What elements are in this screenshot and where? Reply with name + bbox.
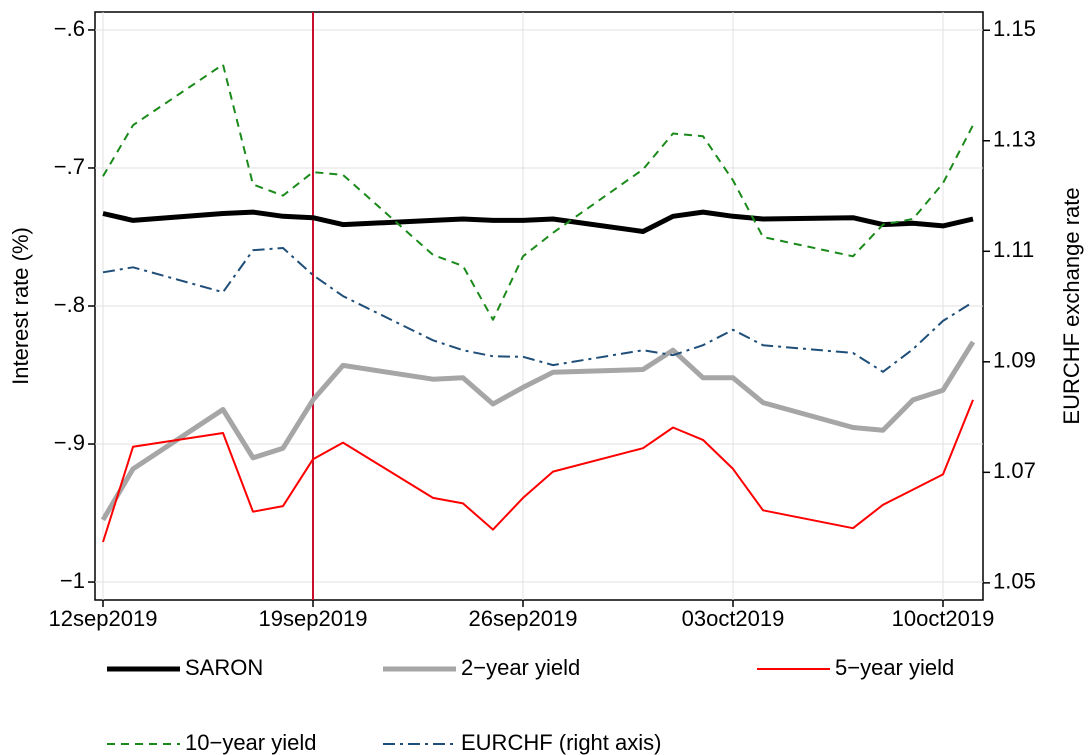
x-tick-label: 19sep2019	[259, 606, 368, 631]
series-line	[102, 247, 974, 373]
x-tick-label: 26sep2019	[469, 606, 578, 631]
series-line	[102, 209, 974, 234]
series-line	[102, 399, 974, 543]
x-tick-label: 12sep2019	[49, 606, 158, 631]
y-tick-label: −1	[60, 568, 85, 593]
legend-label: SARON	[185, 655, 263, 680]
y2-tick-label: 1.05	[993, 569, 1036, 594]
y2-tick-label: 1.09	[993, 348, 1036, 373]
y2-tick-label: 1.15	[993, 16, 1036, 41]
y-tick-label: −.6	[54, 16, 85, 41]
x-tick-label: 03oct2019	[682, 606, 785, 631]
y2-tick-label: 1.13	[993, 127, 1036, 152]
y2-tick-label: 1.11	[993, 237, 1034, 262]
legend-label: 5−year yield	[835, 655, 954, 680]
y-tick-label: −.9	[54, 430, 85, 455]
x-tick-label: 10oct2019	[892, 606, 995, 631]
legend-label: 2−year yield	[461, 655, 580, 680]
y-tick-label: −.7	[54, 154, 85, 179]
series-line	[102, 63, 974, 321]
y2-tick-label: 1.07	[993, 458, 1036, 483]
legend-label: 10−year yield	[185, 730, 316, 755]
series-line	[100, 340, 976, 522]
y-tick-label: −.8	[54, 292, 85, 317]
legend-label: EURCHF (right axis)	[461, 730, 661, 755]
y-axis-title: Interest rate (%)	[8, 227, 33, 385]
y2-axis-title: EURCHF exchange rate	[1059, 187, 1084, 424]
